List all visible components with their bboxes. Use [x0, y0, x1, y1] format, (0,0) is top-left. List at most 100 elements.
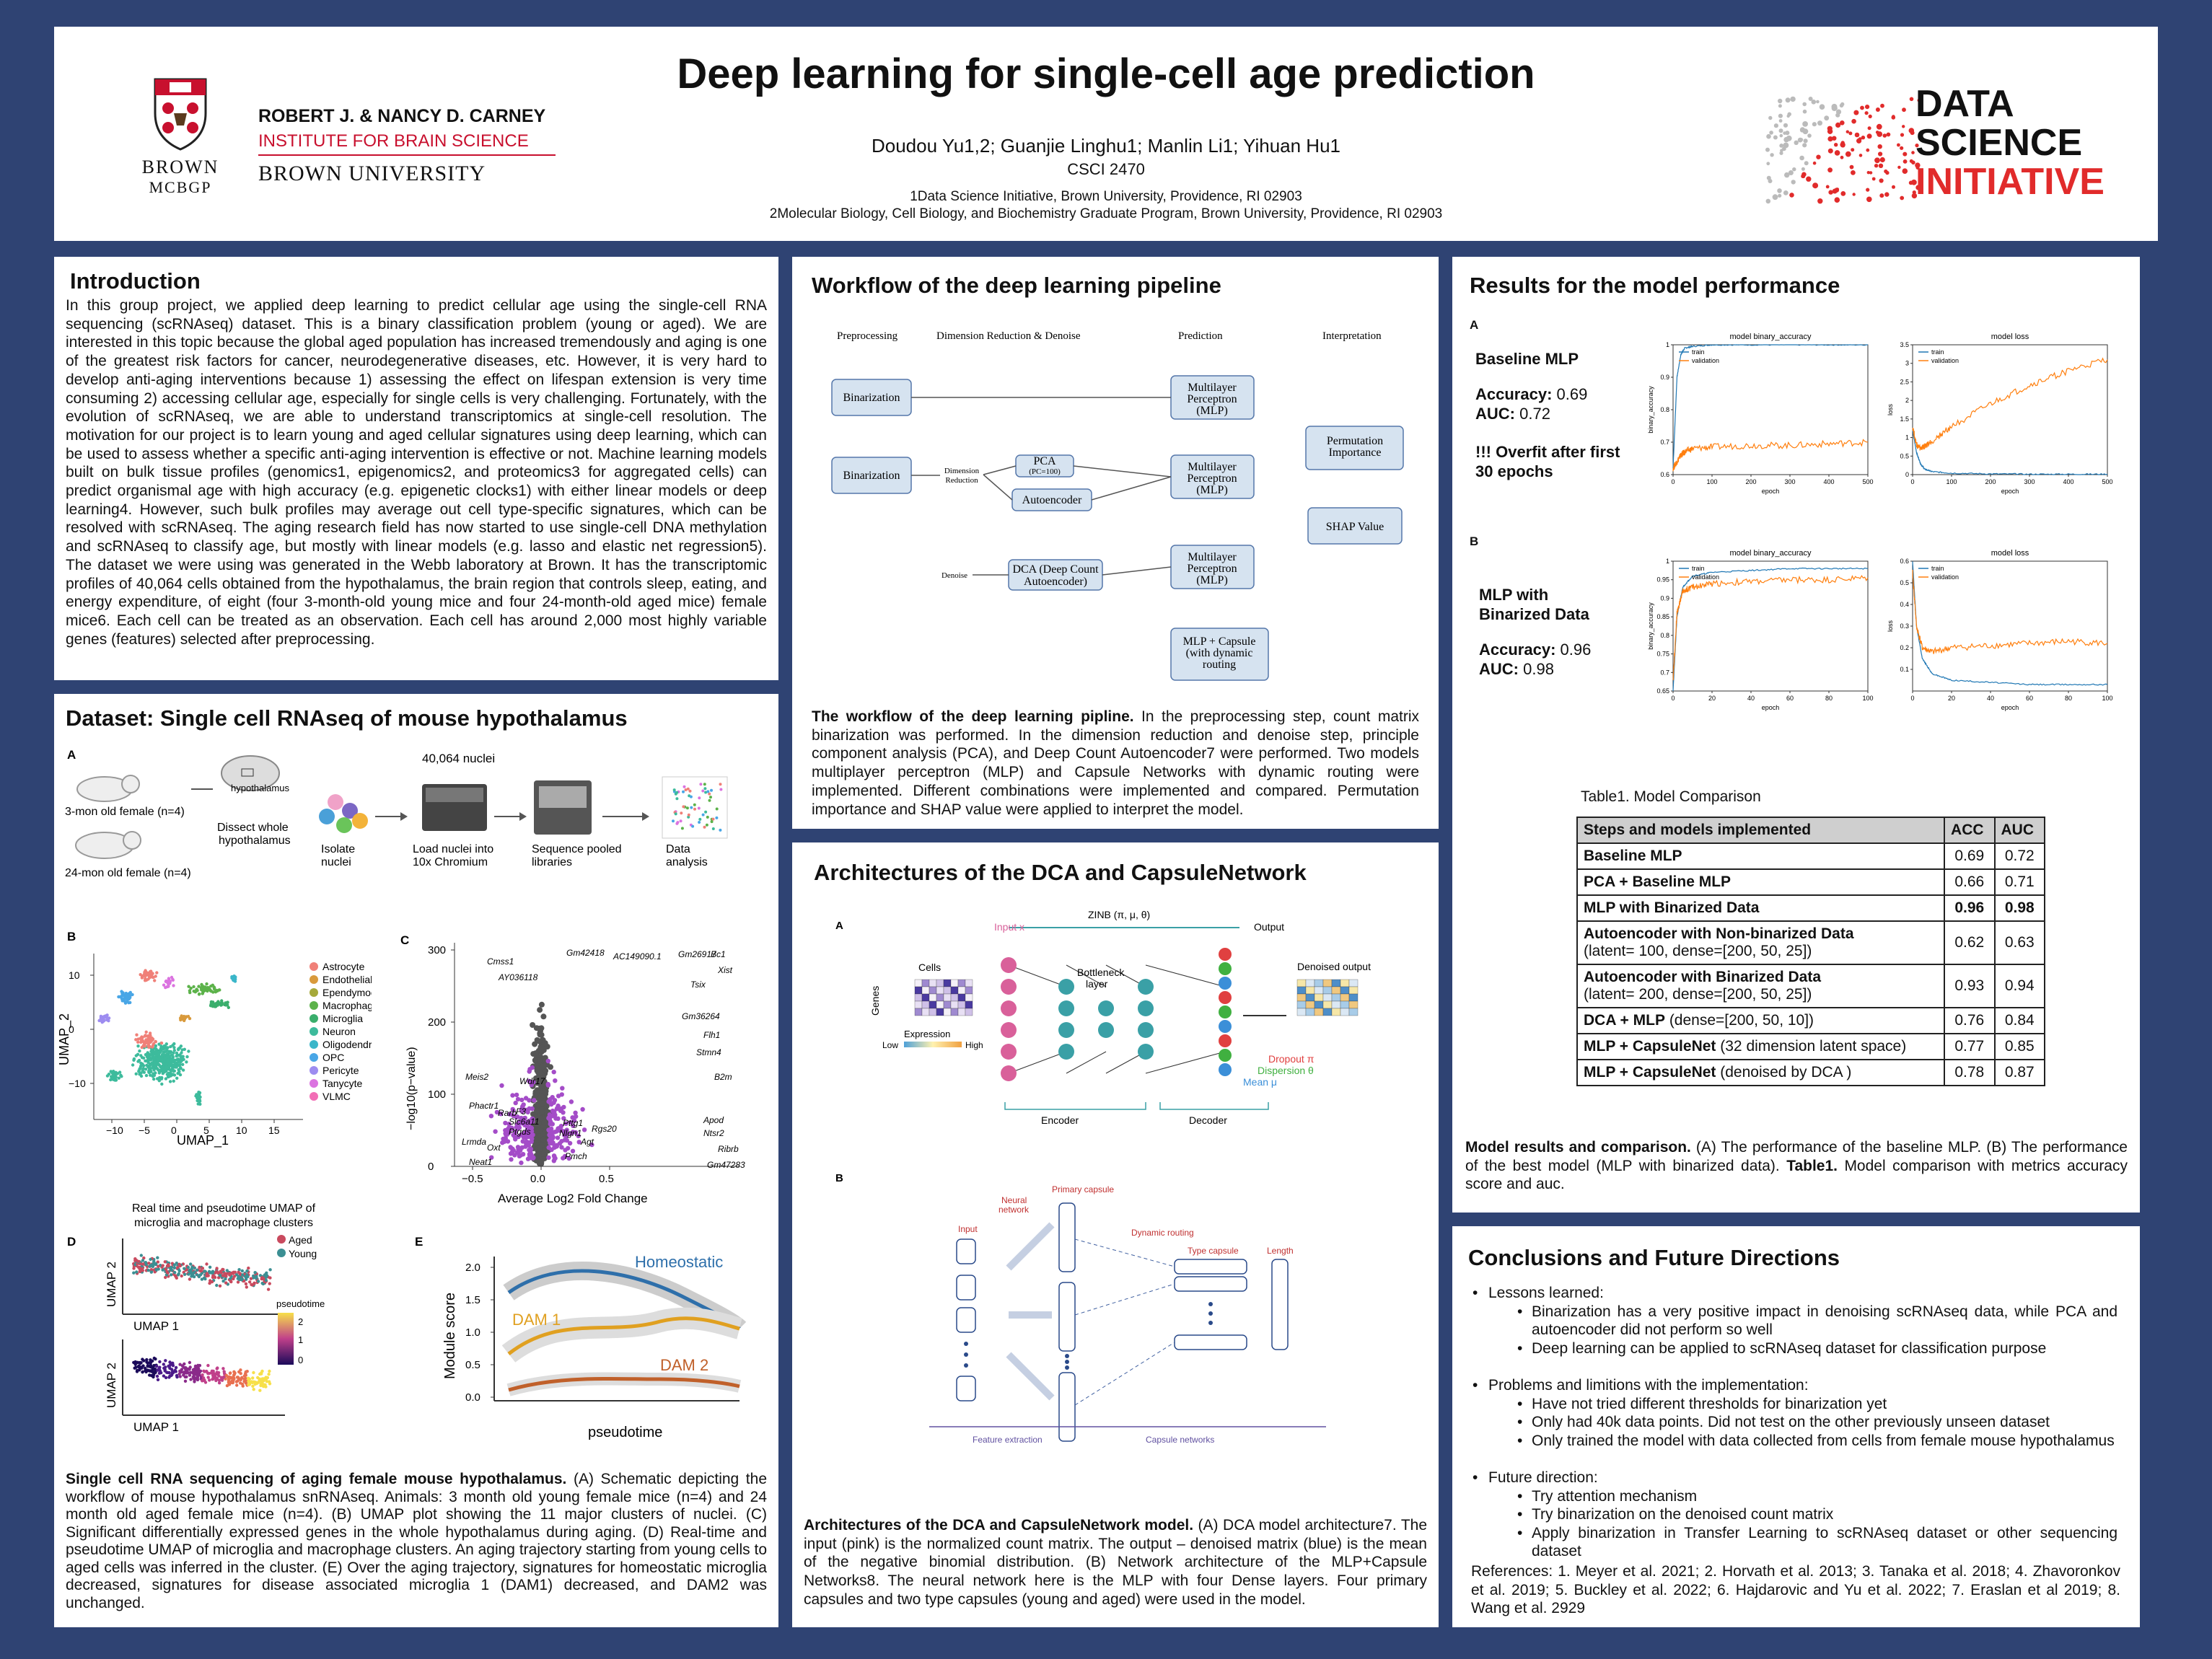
step-isolate: Isolate nuclei [321, 843, 355, 868]
pseudotime-point [240, 1278, 244, 1282]
pseudotime-point [186, 1265, 190, 1269]
pseudotime-point [232, 1373, 237, 1376]
box-binarization-1: Binarization [843, 392, 900, 404]
module-ytick: 2.0 [465, 1262, 480, 1274]
dca-denoised-label: Denoised output [1297, 961, 1371, 972]
dataset-caption-text: (A) Schematic depicting the workflow of … [66, 1471, 768, 1611]
caps-capsule-networks: Capsule networks [1146, 1435, 1214, 1445]
module-ytick: 1.0 [465, 1326, 480, 1339]
volcano-gene-label: Pttg1 [563, 1118, 583, 1128]
module-ytick: 0.0 [465, 1391, 480, 1404]
volcano-gene-label: Xist [717, 965, 733, 975]
mini-umap-dot [706, 790, 710, 793]
umap-point [152, 975, 155, 980]
dsi-dots-icon [1765, 96, 1921, 204]
umap-point [172, 1049, 176, 1052]
volcano-point-sig [563, 1148, 568, 1153]
pseudotime-point [183, 1379, 188, 1383]
umap-point [99, 1016, 102, 1020]
dsi-dot [1769, 131, 1773, 135]
volcano-point-ns [539, 1044, 545, 1051]
plot-ytick: 0.9 [1660, 374, 1669, 381]
volcano-point-ns [536, 1096, 543, 1102]
binarized-auc-label: AUC: [1479, 660, 1519, 678]
dca-input-cell [929, 979, 937, 987]
dsi-dot [1768, 179, 1773, 183]
umap-point [196, 1102, 200, 1106]
mini-umap-dot [704, 791, 708, 794]
dca-output-cell [1340, 1000, 1350, 1009]
volcano-point-sig [569, 1099, 574, 1104]
model-name: Autoencoder with Non-binarized Data [1584, 925, 1854, 942]
plot-xtick: 500 [1862, 478, 1873, 485]
dsi-dot [1867, 126, 1871, 131]
dca-neuron [1138, 979, 1154, 995]
pseudotime-point [201, 1373, 204, 1377]
umap-legend-label: OPC [322, 1052, 344, 1063]
dsi-dot [1783, 142, 1789, 149]
volcano-point-sig [504, 1132, 509, 1137]
pseudotime-point [215, 1376, 219, 1380]
umap-ylabel: UMAP_2 [57, 1013, 72, 1065]
pseudotime-point [145, 1357, 149, 1362]
box-mlp1-1: Multilayer [1188, 382, 1237, 394]
volcano-gene-label: Phactr1 [469, 1101, 499, 1111]
mini-umap-dot [701, 789, 705, 793]
pseudotime-point [229, 1277, 232, 1280]
mini-umap-dot [682, 790, 685, 793]
umap-point [167, 1055, 170, 1060]
mini-umap-dot [675, 797, 679, 801]
dsi-dot [1912, 190, 1916, 195]
umap-point [151, 1044, 155, 1047]
dsi-dot [1808, 97, 1813, 101]
volcano-point-sig [573, 1110, 578, 1115]
pseudotime-point [135, 1270, 139, 1274]
mini-umap-dot [715, 807, 719, 811]
dca-label-a: A [835, 920, 843, 932]
model-name: Autoencoder with Binarized Data [1584, 969, 1822, 985]
volcano-point-sig [505, 1139, 511, 1144]
dsi-dot [1834, 197, 1840, 203]
volcano-point-sig [576, 1140, 581, 1145]
pseudotime-point [162, 1363, 165, 1366]
legend-aged: Aged [289, 1234, 312, 1246]
module-score-plot: E 2.0 1.5 1.0 0.5 0.0 Homeostatic DAM 1 DAM … [415, 1235, 747, 1440]
pseudotime-point [141, 1262, 144, 1266]
binarized-auc: 0.98 [1523, 660, 1554, 678]
workflow-title: Workflow of the deep learning pipeline [812, 273, 1221, 298]
pseudotime-point [232, 1270, 235, 1274]
dsi-dot [1825, 185, 1830, 189]
pseudotime-point [196, 1268, 199, 1272]
plot-ytick: 0.65 [1656, 687, 1669, 695]
volcano-point-sig [493, 1129, 498, 1134]
dca-output-neuron [1219, 1020, 1232, 1033]
table-cell-auc: 0.87 [1993, 1059, 2045, 1086]
overfit-note-2: 30 epochs [1475, 462, 1553, 480]
results-caption-bold-1: Model results and comparison. [1465, 1139, 1691, 1156]
pseudotime-point [196, 1363, 200, 1368]
umap-point [157, 1049, 162, 1052]
dsi-line1: DATA [1915, 83, 2014, 125]
dsi-dot [1765, 147, 1770, 152]
volcano-point-ns [530, 1022, 536, 1028]
umap-point [171, 1044, 175, 1047]
plot-title: model loss [1991, 333, 2029, 341]
dsi-dot [1828, 190, 1833, 195]
pseudotime-point [252, 1388, 255, 1391]
umap-legend-swatch [310, 1092, 318, 1101]
umap-point [197, 1096, 201, 1099]
pseudotime-point [250, 1380, 253, 1383]
pseudotime-point [139, 1366, 143, 1370]
pseudotime-point [198, 1265, 201, 1269]
dca-low: Low [882, 1040, 898, 1050]
volcano-point-sig [573, 1130, 579, 1135]
pseudotime-point [208, 1281, 211, 1285]
volcano-ytick: 100 [428, 1088, 446, 1101]
pseudotime-point [157, 1367, 161, 1370]
table-cell-auc: 0.71 [1993, 868, 2045, 896]
pseudotime-point [251, 1376, 255, 1380]
umap-legend-label: Ependymocyte [322, 987, 372, 998]
dsi-dot [1875, 107, 1880, 112]
volcano-point-sig [546, 1127, 551, 1132]
volcano-point-sig [563, 1137, 569, 1143]
